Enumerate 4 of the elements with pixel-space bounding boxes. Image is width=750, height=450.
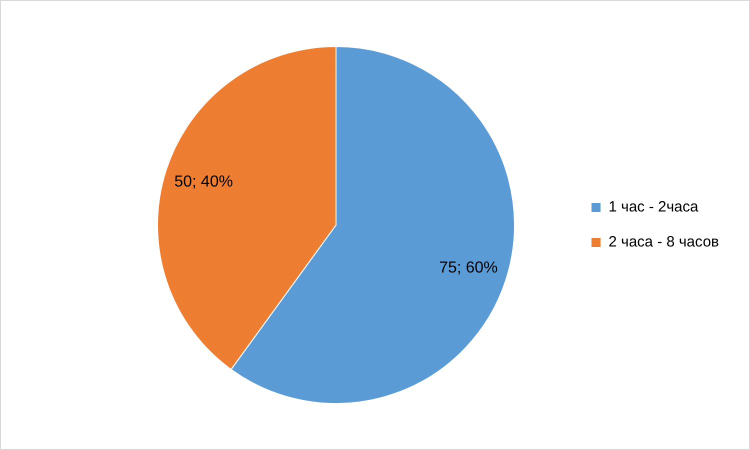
data-label: 50; 40% xyxy=(174,173,233,190)
legend-label: 2 часа - 8 часов xyxy=(608,234,720,251)
legend-label: 1 час - 2часа xyxy=(608,198,700,216)
data-label: 75; 60% xyxy=(439,259,498,276)
